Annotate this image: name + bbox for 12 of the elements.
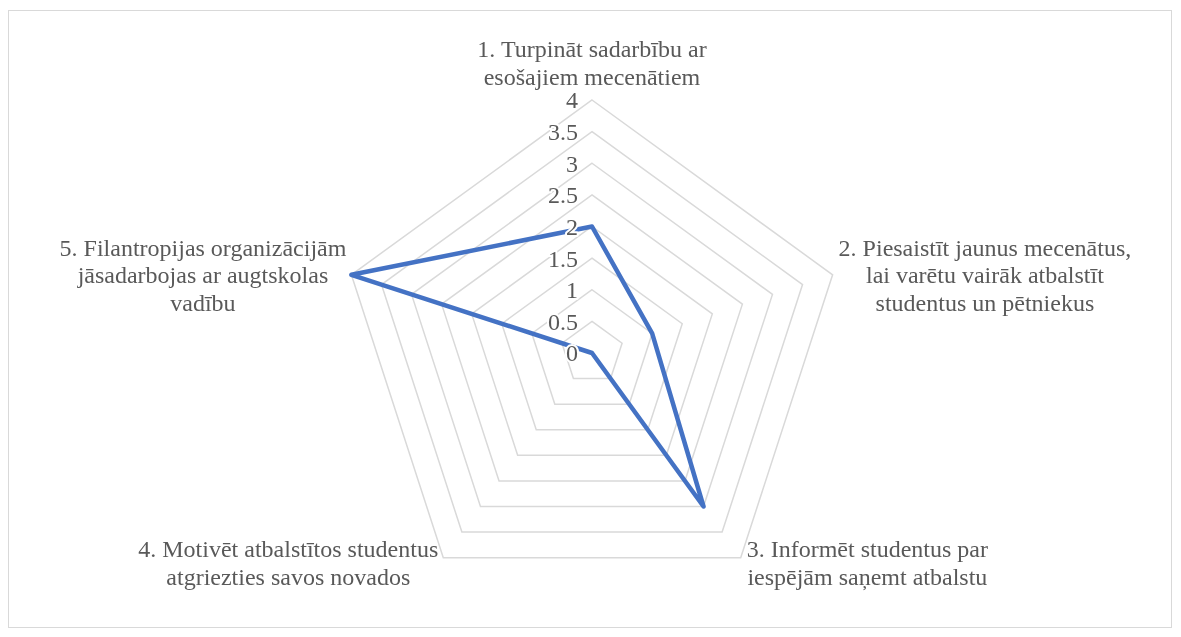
y-tick-label: 3.5 — [548, 119, 578, 146]
y-tick-label: 0.5 — [548, 308, 578, 335]
spoke-label: 4. Motivēt atbalstītos studentus atgriezties savos novados — [138, 536, 439, 590]
spoke-label: 1. Turpināt sadarbību ar esošajiem mecenātiem — [477, 36, 707, 90]
y-tick-label: 2.5 — [548, 182, 578, 209]
y-tick-label: 4 — [566, 87, 578, 114]
y-tick-label: 1 — [566, 277, 578, 304]
spoke-label: 3. Informēt studentus par iespējām saņemt atbalstu — [746, 536, 988, 591]
spoke-label: 5. Filantropijas organizācijām jāsadarbojas ar augtskolas vadību — [59, 234, 347, 316]
spoke-label: 2. Piesaistīt jaunus mecenātus, lai varētu vairāk atbalstīt studentus un pētniekus — [838, 234, 1132, 316]
y-tick-label: 3 — [566, 150, 578, 177]
y-tick-label: 1.5 — [548, 245, 578, 272]
